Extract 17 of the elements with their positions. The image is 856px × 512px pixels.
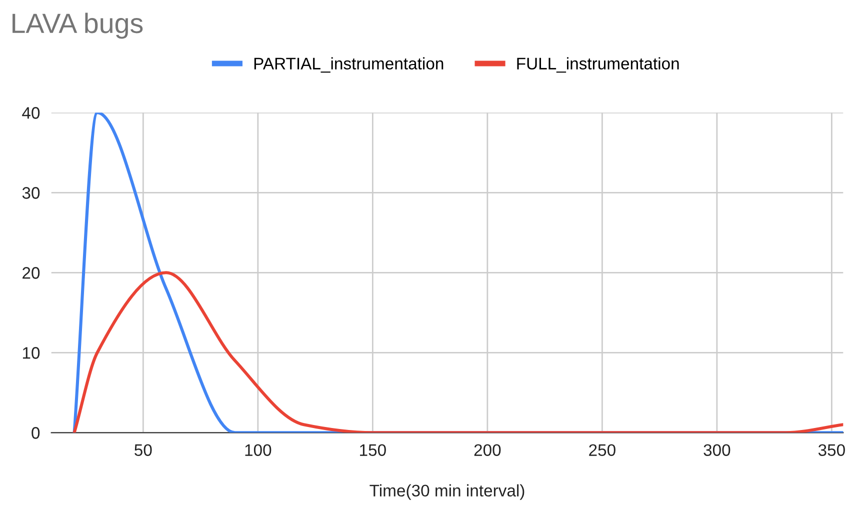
x-tick-label: 350 [818,444,845,456]
legend-label: PARTIAL_instrumentation [254,57,444,73]
y-tick-label: 0 [32,427,40,439]
x-tick-label: 50 [134,444,152,456]
x-tick-label: 300 [704,444,730,456]
x-axis-title: Time(30 min interval) [370,484,524,500]
y-tick-label: 30 [22,187,40,199]
x-tick-label: 100 [245,444,272,456]
y-tick-label: 20 [22,267,40,279]
legend-label: FULL_instrumentation [517,57,679,73]
x-tick-label: 200 [474,444,501,456]
chart-title: LAVA bugs [12,12,143,39]
y-tick-label: 10 [22,347,40,359]
x-tick-label: 150 [360,444,386,456]
x-tick-label: 250 [589,444,616,456]
line-series [72,271,844,433]
y-tick-label: 40 [22,107,40,119]
